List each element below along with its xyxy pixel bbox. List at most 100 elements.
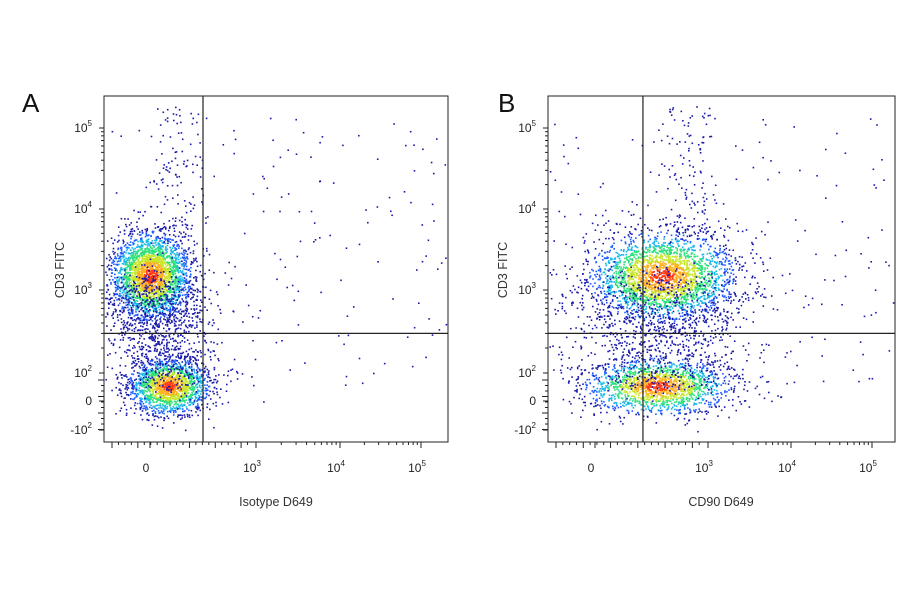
event-dot	[123, 326, 126, 328]
event-dot	[176, 376, 178, 379]
event-dot	[161, 270, 164, 273]
event-dot	[150, 318, 152, 321]
event-dot	[156, 393, 158, 395]
event-dot	[142, 390, 144, 392]
event-dot	[164, 319, 167, 321]
event-dot	[199, 309, 201, 312]
event-dot	[174, 247, 176, 249]
event-dot	[114, 251, 116, 254]
event-dot	[185, 395, 188, 397]
event-dot	[166, 325, 169, 327]
event-dot	[169, 382, 171, 384]
event-dot	[116, 299, 118, 301]
event-dot	[138, 255, 141, 258]
event-dot	[163, 295, 165, 298]
event-dot	[181, 396, 183, 399]
event-dot	[158, 341, 160, 343]
event-dot	[145, 261, 147, 264]
event-dot	[191, 391, 193, 394]
event-dot	[189, 270, 192, 273]
event-dot	[172, 309, 174, 311]
event-dot	[184, 301, 187, 303]
event-dot	[181, 279, 183, 281]
event-dot	[152, 289, 154, 292]
event-dot	[145, 386, 148, 389]
event-dot	[187, 361, 189, 364]
event-dot	[190, 347, 193, 350]
event-dot	[203, 296, 206, 299]
event-dot	[136, 251, 139, 254]
event-dot	[134, 302, 137, 304]
event-dot	[177, 262, 179, 265]
event-dot	[139, 295, 141, 297]
event-dot	[174, 389, 176, 391]
event-dot	[169, 394, 172, 396]
event-dot	[138, 358, 140, 360]
event-dot	[161, 369, 164, 371]
event-dot	[177, 303, 179, 306]
event-dot	[136, 279, 138, 282]
event-dot	[150, 297, 152, 299]
event-dot	[156, 372, 158, 375]
event-dot	[154, 297, 156, 299]
event-dot	[149, 265, 151, 268]
event-dot	[131, 230, 133, 233]
event-dot	[179, 283, 182, 286]
event-dot	[168, 261, 171, 264]
event-dot	[133, 263, 135, 265]
event-dot	[186, 386, 188, 389]
event-dot	[192, 360, 195, 362]
event-dot	[119, 410, 122, 412]
event-dot	[110, 268, 112, 270]
event-dot	[166, 386, 168, 388]
event-dot	[139, 240, 142, 242]
event-dot	[112, 259, 115, 261]
event-dot	[144, 300, 146, 302]
event-dot	[180, 371, 183, 373]
event-dot	[175, 406, 178, 408]
event-dot	[178, 302, 181, 305]
event-dot	[204, 384, 206, 386]
event-dot	[195, 358, 197, 361]
event-dot	[126, 326, 128, 329]
event-dot	[163, 347, 165, 349]
event-dot	[158, 381, 160, 384]
event-dot	[169, 292, 171, 294]
event-dot	[149, 267, 151, 270]
event-dot	[194, 289, 196, 292]
event-dot	[139, 382, 142, 384]
event-dot	[136, 393, 138, 395]
event-dot	[145, 281, 147, 283]
event-dot	[185, 399, 188, 401]
event-dot	[162, 263, 164, 265]
event-dot	[193, 309, 196, 311]
event-dot	[113, 322, 116, 324]
event-dot	[171, 401, 173, 404]
event-dot	[165, 271, 167, 274]
event-dot	[166, 399, 168, 402]
event-dot	[169, 387, 171, 389]
event-dot	[125, 285, 128, 288]
event-dot	[168, 316, 170, 319]
event-dot	[125, 264, 127, 266]
event-dot	[134, 296, 136, 299]
event-dot	[159, 276, 162, 278]
event-dot	[132, 360, 134, 363]
event-dot	[151, 387, 153, 389]
event-dot	[151, 290, 153, 293]
event-dot	[159, 375, 162, 377]
event-dot	[227, 374, 229, 377]
event-dot	[124, 388, 126, 390]
event-dot	[137, 272, 139, 275]
event-dot	[164, 226, 167, 229]
event-dot	[194, 406, 197, 408]
event-dot	[144, 367, 147, 370]
event-dot	[152, 414, 154, 417]
event-dot	[172, 271, 175, 274]
event-dot	[168, 277, 171, 279]
event-dot	[158, 324, 161, 327]
event-dot	[175, 286, 178, 289]
event-dot	[138, 303, 141, 305]
event-dot	[185, 296, 187, 299]
event-dot	[163, 232, 165, 235]
